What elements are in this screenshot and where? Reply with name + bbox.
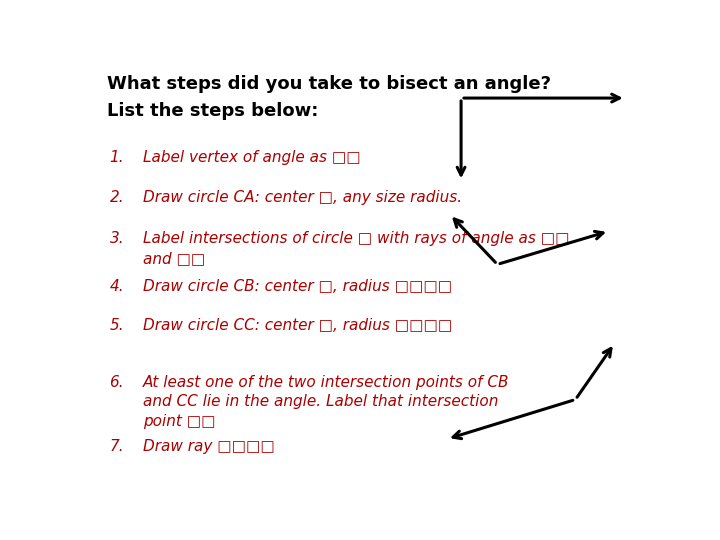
Text: Draw circle CA: center □, any size radius.: Draw circle CA: center □, any size radiu… <box>143 190 462 205</box>
Text: Label vertex of angle as □□: Label vertex of angle as □□ <box>143 150 361 165</box>
Text: 2.: 2. <box>109 190 124 205</box>
Text: What steps did you take to bisect an angle?: What steps did you take to bisect an ang… <box>107 75 551 93</box>
Text: Label intersections of circle □ with rays of angle as □□
and □□: Label intersections of circle □ with ray… <box>143 231 570 266</box>
Text: 7.: 7. <box>109 439 124 454</box>
Text: 1.: 1. <box>109 150 124 165</box>
Text: 4.: 4. <box>109 279 124 294</box>
Text: 3.: 3. <box>109 231 124 246</box>
Text: Draw ray □□□□: Draw ray □□□□ <box>143 439 275 454</box>
Text: 5.: 5. <box>109 319 124 333</box>
Text: List the steps below:: List the steps below: <box>107 102 318 120</box>
Text: Draw circle CC: center □, radius □□□□: Draw circle CC: center □, radius □□□□ <box>143 319 452 333</box>
Text: Draw circle CB: center □, radius □□□□: Draw circle CB: center □, radius □□□□ <box>143 279 452 294</box>
Text: At least one of the two intersection points of CB
and CC lie in the angle. Label: At least one of the two intersection poi… <box>143 375 510 429</box>
Text: 6.: 6. <box>109 375 124 389</box>
